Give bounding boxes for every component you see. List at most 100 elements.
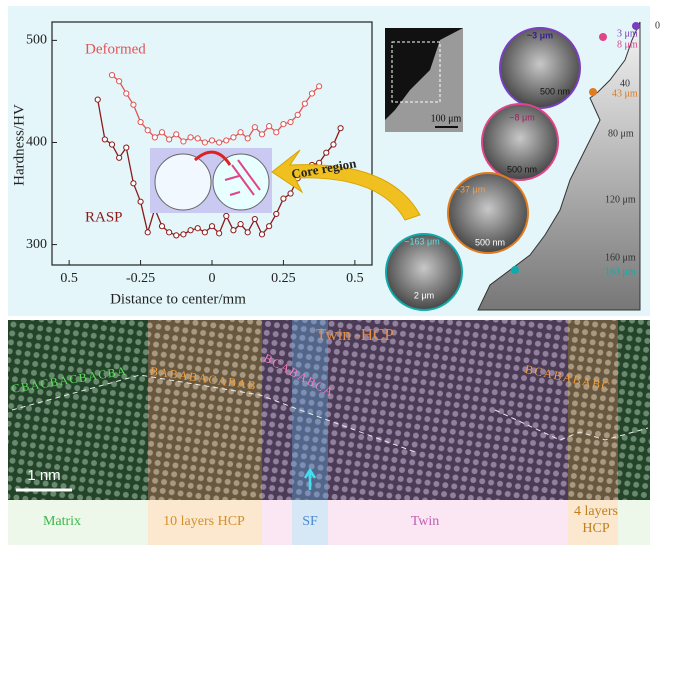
data-point bbox=[230, 134, 237, 141]
region-label: SF bbox=[302, 514, 318, 529]
micrograph bbox=[499, 27, 581, 109]
y-tick-label: 300 bbox=[26, 237, 47, 252]
data-point bbox=[137, 198, 144, 205]
data-point bbox=[180, 138, 187, 145]
data-point bbox=[187, 227, 194, 234]
depth-marker bbox=[511, 266, 519, 274]
hrtem-title: Twin -HCP bbox=[316, 325, 394, 344]
data-point bbox=[101, 136, 108, 143]
y-axis-label: Hardness/HV bbox=[11, 104, 27, 186]
matrix-zone bbox=[8, 320, 148, 500]
data-point bbox=[173, 232, 180, 239]
sample-profile bbox=[477, 21, 641, 311]
region-label-box: 4 layers HCP bbox=[574, 504, 618, 536]
sf-arrow bbox=[303, 467, 317, 490]
depth-scale: 0 3 μm 8 μm 40 43 μm 80 μm 120 μm 160 μm… bbox=[511, 20, 660, 277]
data-point bbox=[223, 212, 230, 220]
data-point bbox=[280, 195, 287, 202]
hcp-zone bbox=[148, 320, 262, 500]
data-point bbox=[223, 137, 230, 144]
label-box bbox=[292, 500, 328, 545]
depth-label: 43 μm bbox=[612, 88, 638, 99]
data-point bbox=[337, 125, 344, 132]
data-point bbox=[130, 180, 137, 187]
depth-label: 163 μm bbox=[605, 266, 636, 277]
data-point bbox=[108, 141, 116, 148]
micrograph bbox=[385, 233, 463, 311]
region-label: Twin bbox=[411, 514, 440, 529]
data-point bbox=[151, 134, 158, 141]
depth-label: 120 μm bbox=[605, 194, 636, 205]
twin-lines bbox=[224, 159, 261, 196]
data-point bbox=[108, 71, 116, 79]
depth-label: 80 μm bbox=[608, 128, 634, 139]
data-point bbox=[187, 134, 194, 141]
micrograph-scale: 500 nm bbox=[507, 164, 537, 174]
inset-arrow bbox=[193, 150, 232, 166]
overview-image: 100 μm bbox=[385, 28, 463, 132]
data-point bbox=[287, 190, 294, 197]
micrograph-depth: ~8 μm bbox=[509, 112, 534, 122]
data-point bbox=[280, 121, 287, 128]
hrtem-panel: Twin -HCP CBACBACBACBA BABABACABAB BCABA… bbox=[8, 320, 650, 545]
micrograph-scale: 500 nm bbox=[475, 237, 505, 247]
y-tick-label: 500 bbox=[26, 33, 47, 48]
data-point bbox=[266, 223, 273, 230]
data-point bbox=[230, 227, 237, 234]
data-point bbox=[258, 231, 266, 238]
twin-zone bbox=[262, 320, 568, 500]
data-point bbox=[237, 129, 244, 136]
depth-label: 3 μm bbox=[617, 28, 638, 39]
data-point bbox=[166, 229, 173, 236]
data-point bbox=[144, 127, 151, 134]
depth-marker bbox=[589, 88, 597, 96]
depth-label: 160 μm bbox=[605, 252, 636, 263]
data-point bbox=[130, 101, 137, 108]
hcp-zone bbox=[568, 320, 618, 500]
series-label: Deformed bbox=[85, 41, 146, 57]
schematic-inset bbox=[150, 148, 272, 213]
data-point bbox=[194, 135, 201, 142]
grain-sketch bbox=[154, 153, 212, 211]
data-point bbox=[116, 78, 123, 85]
x-tick-label: 0 bbox=[209, 271, 216, 286]
data-point bbox=[244, 229, 251, 236]
matrix-zone bbox=[618, 320, 650, 500]
data-point bbox=[301, 100, 308, 107]
data-point bbox=[137, 118, 144, 126]
micrograph bbox=[481, 103, 559, 181]
micrograph-scale: 2 μm bbox=[414, 290, 434, 300]
depth-label: 8 μm bbox=[617, 39, 638, 50]
data-point bbox=[287, 118, 294, 126]
data-point bbox=[173, 131, 180, 138]
scale-label: 1 nm bbox=[27, 467, 60, 484]
label-box bbox=[148, 500, 262, 545]
stacking-trace bbox=[11, 374, 649, 453]
data-point bbox=[123, 144, 130, 151]
data-point bbox=[216, 139, 223, 146]
data-point bbox=[201, 229, 208, 236]
core-arrow bbox=[271, 149, 421, 221]
micrograph-depth: ~3 μm bbox=[527, 30, 553, 40]
data-point bbox=[94, 96, 101, 103]
y-tick-label: 400 bbox=[26, 135, 47, 150]
data-point bbox=[208, 223, 216, 230]
data-point bbox=[273, 210, 280, 218]
data-point bbox=[158, 223, 166, 230]
data-point bbox=[258, 131, 266, 138]
scale-label: 100 μm bbox=[431, 113, 462, 124]
data-point bbox=[216, 230, 223, 237]
x-tick-label: -0.25 bbox=[126, 271, 155, 286]
region-label: Matrix bbox=[43, 514, 81, 529]
data-point bbox=[180, 231, 187, 238]
data-point bbox=[123, 90, 130, 97]
series-label: RASP bbox=[85, 209, 123, 225]
data-point bbox=[244, 135, 251, 142]
data-point bbox=[251, 124, 258, 131]
label-box bbox=[568, 500, 618, 545]
micrograph bbox=[447, 172, 529, 254]
micrograph-depth: ~37 μm bbox=[455, 184, 485, 194]
x-tick-label: 0.5 bbox=[60, 271, 78, 286]
data-point bbox=[323, 149, 330, 156]
